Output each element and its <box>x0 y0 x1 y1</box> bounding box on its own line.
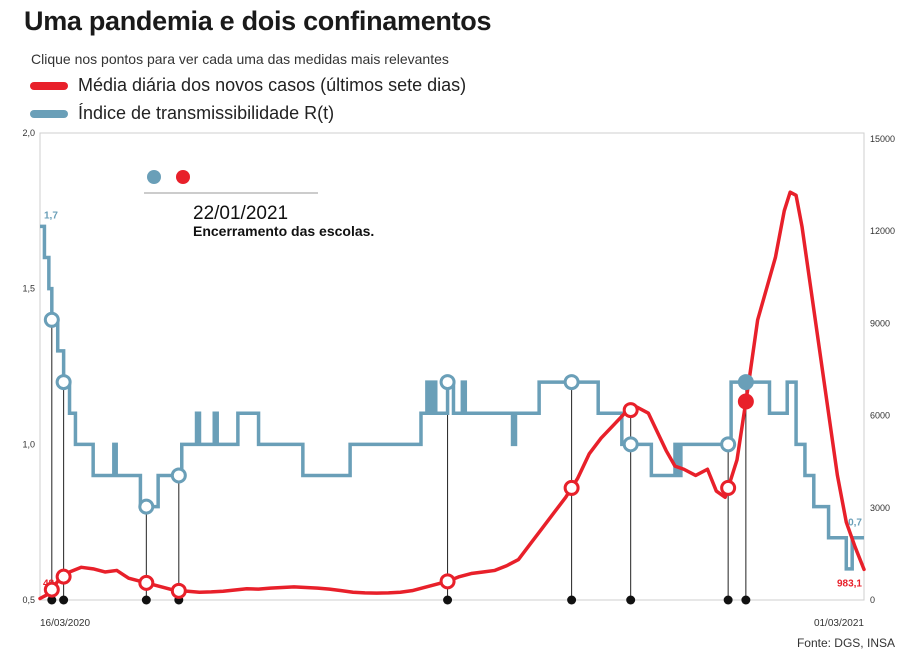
cases-measure-marker[interactable] <box>720 479 737 496</box>
right-tick-label: 3000 <box>870 503 890 513</box>
left-axis: 2,0 1,5 1,0 0,5 <box>22 128 35 605</box>
rt-measure-marker[interactable] <box>720 436 737 453</box>
annotation-rt-dot <box>147 170 161 184</box>
plot-frame <box>39 132 865 601</box>
cases-measure-marker[interactable] <box>622 402 639 419</box>
rt-measure-marker[interactable] <box>138 498 155 515</box>
left-tick-label: 1,5 <box>22 284 35 294</box>
left-tick-label: 2,0 <box>22 128 35 138</box>
right-tick-label: 0 <box>870 595 875 605</box>
cases-measure-marker[interactable] <box>170 582 187 599</box>
chart-subtitle: Clique nos pontos para ver cada uma das … <box>31 51 449 67</box>
left-tick-label: 1,0 <box>22 439 35 449</box>
measure-stems <box>51 319 747 600</box>
cases-measure-marker[interactable] <box>55 568 72 585</box>
measure-base-dot[interactable] <box>626 595 636 605</box>
right-tick-label: 12000 <box>870 226 895 236</box>
rt-start-label: 1,7 <box>44 210 58 221</box>
measure-base-dot[interactable] <box>741 595 751 605</box>
cases-measure-marker[interactable] <box>737 393 754 410</box>
source-note: Fonte: DGS, INSA <box>796 636 895 650</box>
right-tick-label: 9000 <box>870 318 890 328</box>
measure-base-dot[interactable] <box>59 595 69 605</box>
measure-base-dot[interactable] <box>443 595 453 605</box>
cases-measure-marker[interactable] <box>563 479 580 496</box>
legend-swatch-cases <box>30 81 68 90</box>
legend-label-cases: Média diária dos novos casos (últimos se… <box>78 75 467 95</box>
rt-measure-marker[interactable] <box>563 374 580 391</box>
rt-end-label: 0,7 <box>848 518 862 529</box>
measure-base-dot[interactable] <box>47 595 57 605</box>
left-tick-label: 0,5 <box>22 595 35 605</box>
rt-measure-marker[interactable] <box>737 374 754 391</box>
legend-swatch-rt <box>30 109 68 118</box>
right-tick-label: 6000 <box>870 411 890 421</box>
rt-measure-marker[interactable] <box>43 311 60 328</box>
series-lines: 1,70,748983,1 <box>38 190 866 601</box>
annotation-date: 22/01/2021 <box>193 203 288 224</box>
rt-measure-marker[interactable] <box>622 436 639 453</box>
x-end-label: 01/03/2021 <box>814 618 864 629</box>
legend-item-cases: Média diária dos novos casos (últimos se… <box>30 75 466 96</box>
right-axis: 15000 12000 9000 6000 3000 0 <box>870 134 895 605</box>
x-start-label: 16/03/2020 <box>40 618 90 629</box>
rt-measure-marker[interactable] <box>170 467 187 484</box>
chart-title: Uma pandemia e dois confinamentos <box>24 6 492 36</box>
rt-measure-marker[interactable] <box>439 374 456 391</box>
series-line-rt <box>40 224 864 571</box>
annotation-box: 22/01/2021 Encerramento das escolas. <box>144 170 374 239</box>
measure-markers[interactable] <box>43 311 754 605</box>
legend-label-rt: Índice de transmissibilidade R(t) <box>78 103 335 123</box>
right-tick-label: 15000 <box>870 134 895 144</box>
annotation-cases-dot <box>176 170 190 184</box>
cases-measure-marker[interactable] <box>43 581 60 598</box>
legend-item-rt: Índice de transmissibilidade R(t) <box>30 103 334 124</box>
annotation-text: Encerramento das escolas. <box>193 223 374 239</box>
measure-base-dot[interactable] <box>723 595 733 605</box>
rt-measure-marker[interactable] <box>55 374 72 391</box>
cases-measure-marker[interactable] <box>138 574 155 591</box>
measure-base-dot[interactable] <box>567 595 577 605</box>
measure-base-dot[interactable] <box>141 595 151 605</box>
cases-end-label: 983,1 <box>837 578 862 589</box>
cases-measure-marker[interactable] <box>439 573 456 590</box>
